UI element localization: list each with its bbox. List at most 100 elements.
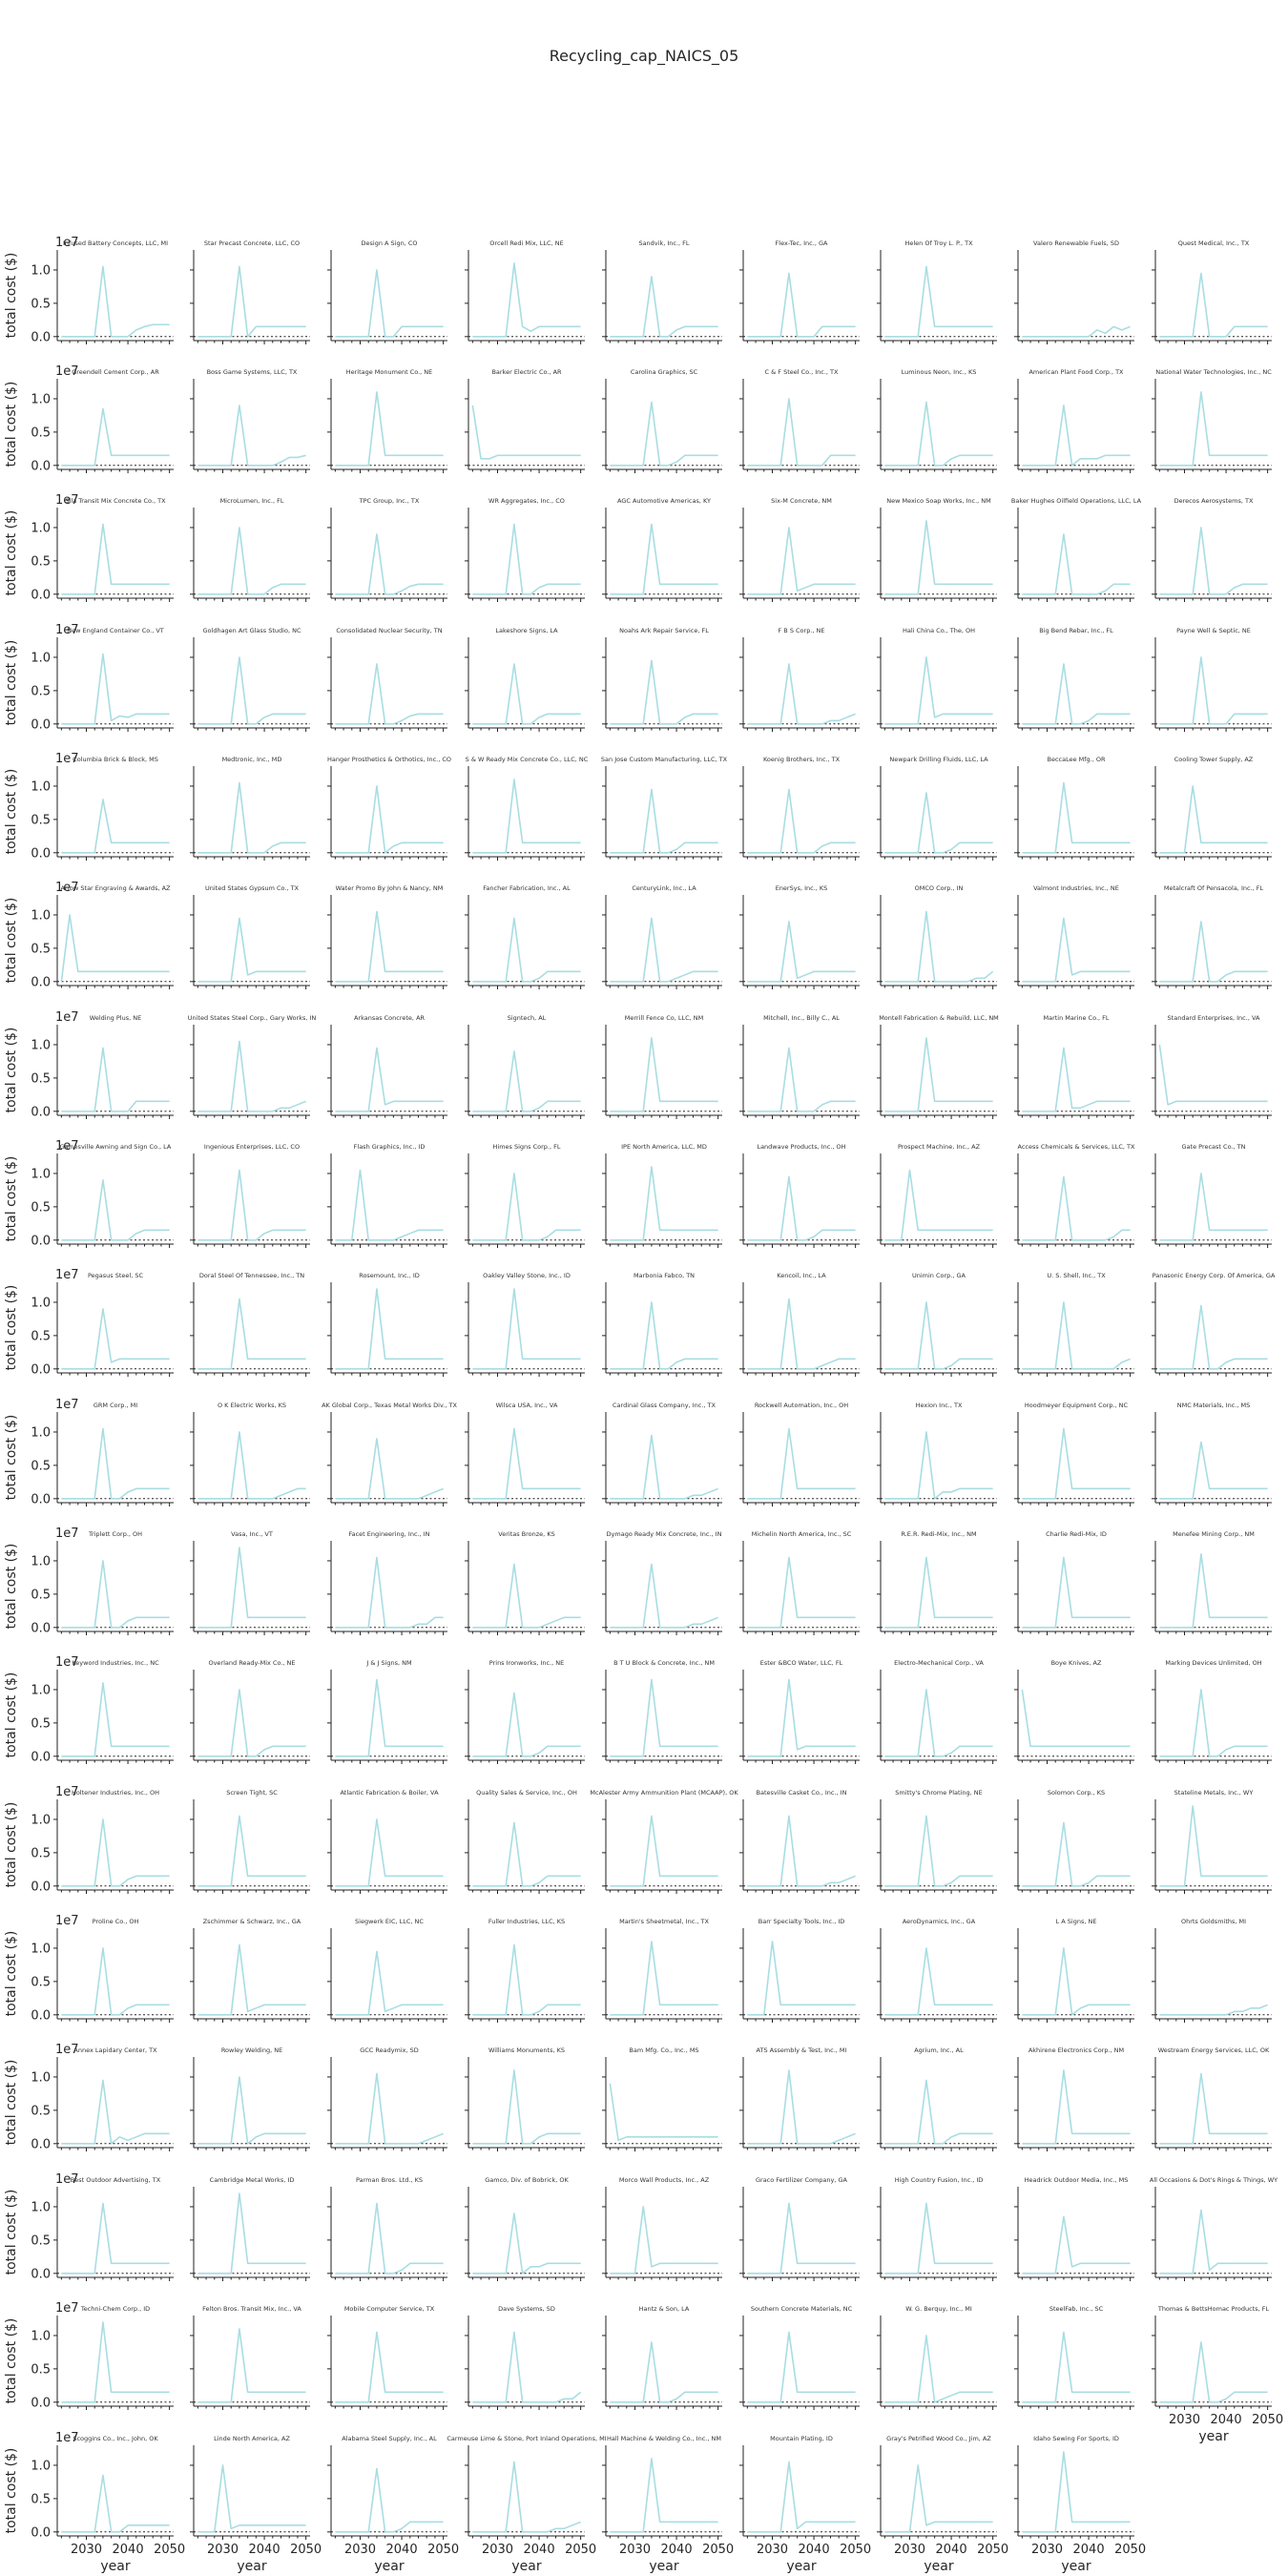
subplot-title: Ohrts Goldsmiths, MI — [1181, 1918, 1246, 1925]
subplot-panel: AeroDynamics, Inc., GA — [877, 1918, 997, 2023]
subplot-title: Fancher Fabrication, Inc., AL — [483, 884, 571, 892]
series-line — [197, 2464, 306, 2533]
series-line — [61, 2079, 170, 2145]
x-tick-label: 2040 — [1211, 2413, 1242, 2427]
y-tick-label: 1.0 — [31, 2459, 51, 2473]
subplot-title: Valero Renewable Fuels, SD — [1033, 239, 1119, 247]
subplot-panel: American Plant Food Corp., TX — [1014, 368, 1134, 473]
subplot-title: Hali China Co., The, OH — [903, 627, 975, 634]
series-line — [335, 269, 444, 338]
subplot-title: Ester &BCO Water, LLC, FL — [760, 1659, 843, 1667]
series-line — [197, 1547, 306, 1629]
subplot-panel: B T U Block & Concrete, Inc., NM — [602, 1659, 722, 1764]
series-line — [61, 1047, 170, 1112]
subplot-title: Siegwerk EIC, LLC, NC — [355, 1918, 424, 1925]
subplot-title: Merrill Fence Co, LLC, NM — [625, 1014, 704, 1022]
y-offset-label: 1e7 — [55, 2301, 79, 2316]
subplot-panel: Stateline Metals, Inc., WY — [1152, 1789, 1272, 1894]
y-tick-label: 0.0 — [31, 2267, 51, 2281]
subplot-panel: Overland Ready-Mix Co., NE — [190, 1659, 310, 1764]
subplot-title: Medtronic, Inc., MD — [222, 756, 282, 763]
subplot-title: F B S Corp., NE — [778, 627, 824, 634]
subplot-title: Stateline Metals, Inc., WY — [1174, 1789, 1254, 1797]
series-line — [610, 401, 718, 467]
series-line — [610, 1815, 718, 1887]
subplot-title: Luminous Neon, Inc., KS — [902, 368, 977, 376]
subplot-panel: Pegasus Steel, SC 0.0 0.5 1.0 1e7 total cost … — [4, 1268, 174, 1377]
subplot-title: J & J Signs, NM — [365, 1659, 411, 1667]
series-line — [472, 1563, 581, 1629]
subplot-title: Lakeshore Signs, LA — [495, 627, 558, 634]
x-tick-label: 2050 — [977, 2543, 1008, 2557]
subplot-title: Charlie Redi-Mix, ID — [1046, 1530, 1107, 1538]
x-tick-label: 2040 — [524, 2543, 555, 2557]
y-tick-label: 1.0 — [31, 2200, 51, 2214]
series-line — [61, 265, 170, 338]
x-axis-label: year — [374, 2559, 404, 2574]
subplot-title: Graco Fertilizer Company, GA — [756, 2176, 848, 2184]
subplot-panel: MicroLumen, Inc., FL — [190, 497, 310, 602]
y-axis-label: total cost ($) — [4, 253, 19, 339]
subplot-panel: Mountain Plating, ID 2030 2040 2050 year — [739, 2435, 871, 2574]
x-axis-label: year — [924, 2559, 953, 2574]
y-offset-label: 1e7 — [55, 1914, 79, 1928]
subplot-title: IPE North America, LLC, MD — [621, 1143, 707, 1151]
subplot-title: Felton Bros. Transit Mix, Inc., VA — [202, 2305, 301, 2313]
subplot-panel: Michelin North America, Inc., SC — [739, 1530, 860, 1635]
subplot-panel: Kencoil, Inc., LA — [739, 1272, 860, 1377]
subplot-panel: L A Signs, NE — [1014, 1918, 1134, 2023]
subplot-panel: Ester &BCO Water, LLC, FL — [739, 1659, 860, 1764]
subplot-title: Hantz & Son, LA — [639, 2305, 690, 2313]
subplot-title: Panasonic Energy Corp. Of America, GA — [1153, 1272, 1276, 1279]
subplot-panel: Lakeshore Signs, LA — [465, 627, 585, 732]
y-axis-label: total cost ($) — [4, 1028, 19, 1113]
series-line — [61, 1427, 170, 1500]
subplot-title: Rockwell Automation, Inc., OH — [755, 1402, 848, 1409]
series-line — [61, 1308, 170, 1370]
subplot-panel: All Occasions & Dot's Rings & Things, WY — [1150, 2176, 1278, 2281]
subplot-title: Baker Hughes Oilfield Operations, LLC, L… — [1011, 497, 1142, 505]
y-axis-label: total cost ($) — [4, 769, 19, 855]
subplot-panel: Helen Of Troy L. P., TX — [877, 239, 997, 344]
series-line — [197, 1689, 306, 1757]
series-line — [610, 2206, 718, 2275]
series-line — [747, 2331, 856, 2403]
subplot-panel: Martin Marine Co., FL — [1014, 1014, 1134, 1119]
y-tick-label: 0.0 — [31, 2008, 51, 2023]
y-axis-label: total cost ($) — [4, 2448, 19, 2534]
subplot-panel: O K Electric Works, KS — [190, 1402, 310, 1506]
subplot-panel: High Country Fusion, Inc., ID — [877, 2176, 997, 2281]
subplot-panel: Bam Mfg. Co., Inc., MS — [602, 2046, 722, 2151]
subplot-panel: Koenig Brothers, Inc., TX — [739, 756, 860, 861]
subplot-panel: Electro-Mechanical Corp., VA — [877, 1659, 997, 1764]
subplot-title: Carmeuse Lime & Stone, Port Inland Opera… — [447, 2435, 606, 2442]
series-line — [884, 1037, 993, 1112]
subplot-panel: Metalcraft Of Pensacola, Inc., FL — [1152, 884, 1272, 989]
subplot-title: Arkansas Concrete, AR — [354, 1014, 426, 1022]
y-tick-label: 0.5 — [31, 2233, 51, 2248]
series-line — [1159, 1304, 1268, 1370]
subplot-title: OMCO Corp., IN — [915, 884, 964, 892]
subplot-title: Noahs Ark Repair Service, FL — [619, 627, 709, 634]
y-tick-label: 0.0 — [31, 975, 51, 989]
subplot-title: Wilsca USA, Inc., VA — [496, 1402, 558, 1409]
subplot-title: Hexion Inc., TX — [916, 1402, 963, 1409]
subplot-panel: Montell Fabrication & Rebuild, LLC, NM — [877, 1014, 999, 1119]
subplot-panel: Idaho Sewing For Sports, ID 2030 2040 2050 y… — [1014, 2435, 1146, 2574]
subplot-panel: Six-M Concrete, NM — [739, 497, 860, 602]
subplot-title: Derecos Aerosystems, TX — [1174, 497, 1254, 505]
subplot-panel: S & W Ready Mix Concrete Co., LLC, NC — [465, 756, 589, 861]
subplot-panel: Goldhagen Art Glass Studio, NC — [190, 627, 310, 732]
y-tick-label: 1.0 — [31, 1813, 51, 1827]
x-axis-label: year — [1061, 2559, 1091, 2574]
subplot-panel: Valmont Industries, Inc., NE — [1014, 884, 1134, 989]
series-line — [1159, 527, 1268, 595]
subplot-title: Mitchell, Inc., Billy C., AL — [763, 1014, 840, 1022]
subplot-panel: F B S Corp., NE — [739, 627, 860, 732]
x-tick-label: 2050 — [840, 2543, 871, 2557]
subplot-panel: Infused Battery Concepts, LLC, MI 0.0 0.5 1… — [4, 236, 174, 344]
x-tick-label: 2050 — [1252, 2413, 1283, 2427]
series-line — [197, 2192, 306, 2275]
subplot-title: Gate Precast Co., TN — [1182, 1143, 1246, 1151]
y-axis-label: total cost ($) — [4, 2190, 19, 2275]
